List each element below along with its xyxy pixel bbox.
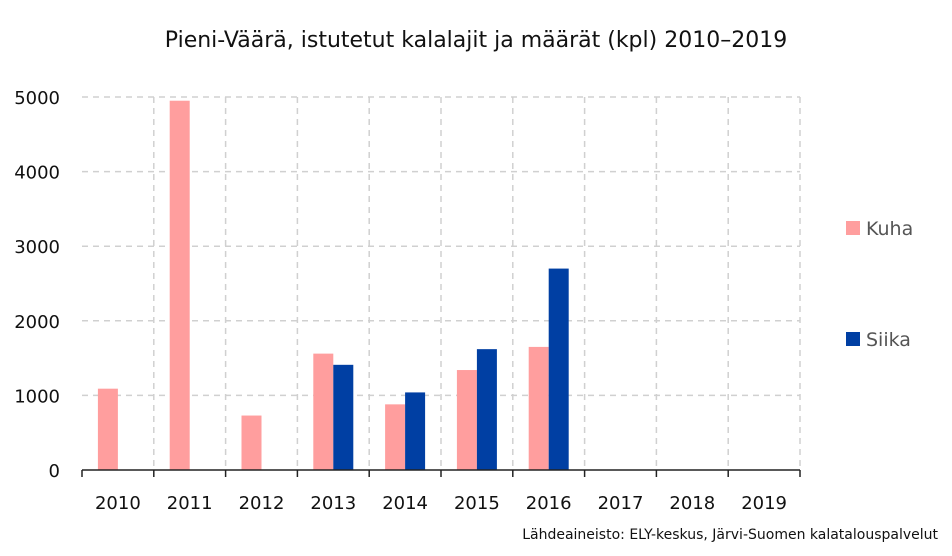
x-tick-label: 2017 <box>598 493 644 514</box>
bars <box>97 100 569 470</box>
gridlines <box>82 96 801 470</box>
bar-kuha-2012 <box>241 415 262 470</box>
bar-kuha-2016 <box>528 346 549 470</box>
y-tick-label: 2000 <box>14 312 60 333</box>
x-tick-label: 2013 <box>310 493 356 514</box>
bar-siika-2013 <box>333 364 354 470</box>
y-tick-label: 5000 <box>14 88 60 109</box>
x-tick-label: 2010 <box>95 493 141 514</box>
y-tick-label: 1000 <box>14 386 60 407</box>
legend-label-kuha: Kuha <box>866 218 913 240</box>
bar-siika-2015 <box>476 349 497 470</box>
chart-title: Pieni-Väärä, istutetut kalalajit ja määr… <box>164 28 788 53</box>
x-tick-label: 2015 <box>454 493 500 514</box>
legend-label-siika: Siika <box>866 329 911 351</box>
x-tick-label: 2012 <box>239 493 285 514</box>
bar-kuha-2015 <box>456 370 477 470</box>
y-tick-label: 3000 <box>14 237 60 258</box>
x-tick-label: 2016 <box>526 493 572 514</box>
legend-swatch-kuha <box>846 221 860 235</box>
x-tick-label: 2014 <box>382 493 428 514</box>
y-tick-label: 4000 <box>14 163 60 184</box>
bar-siika-2014 <box>405 392 426 470</box>
bar-kuha-2011 <box>169 100 190 470</box>
x-tick-label: 2019 <box>741 493 787 514</box>
y-tick-label: 0 <box>49 461 60 482</box>
x-tick-label: 2011 <box>167 493 213 514</box>
bar-kuha-2014 <box>385 404 406 470</box>
source-note: Lähdeaineisto: ELY-keskus, Järvi-Suomen … <box>522 527 938 543</box>
bar-kuha-2010 <box>97 388 118 470</box>
axes: 0 1000 2000 3000 4000 5000 2010 2011 2012 2013 201… <box>14 88 801 514</box>
bar-siika-2016 <box>548 268 569 470</box>
legend: Kuha Siika <box>846 218 913 351</box>
bar-kuha-2013 <box>313 353 334 470</box>
x-tick-label: 2018 <box>669 493 715 514</box>
legend-swatch-siika <box>846 332 860 346</box>
